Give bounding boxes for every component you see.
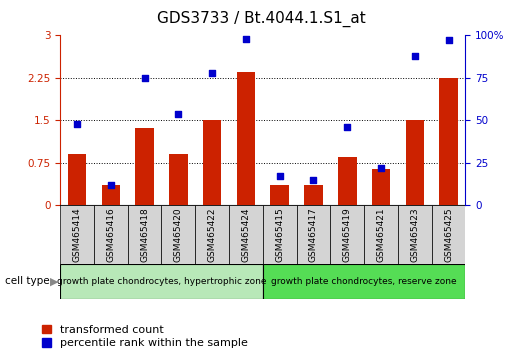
Point [208,70,217,76]
Bar [68,154,86,205]
Text: GSM465423: GSM465423 [411,207,419,262]
Bar [439,78,458,205]
Text: GSM465416: GSM465416 [106,207,115,262]
Text: GSM465420: GSM465420 [174,207,183,262]
Text: GSM465417: GSM465417 [309,207,318,262]
Bar [372,169,390,205]
FancyBboxPatch shape [229,205,263,264]
FancyBboxPatch shape [364,205,398,264]
Point [309,177,317,183]
FancyBboxPatch shape [60,264,263,299]
Bar [169,154,188,205]
FancyBboxPatch shape [431,205,465,264]
Text: GSM465415: GSM465415 [275,207,284,262]
Bar [236,72,255,205]
Point [343,124,351,130]
Bar [203,120,221,205]
Bar [270,185,289,205]
Point [276,173,284,179]
Text: ▶: ▶ [50,276,59,286]
Text: GSM465419: GSM465419 [343,207,352,262]
Point [174,111,183,116]
Text: GSM465414: GSM465414 [73,207,82,262]
Point [445,38,453,43]
Point [377,165,385,171]
Text: GSM465422: GSM465422 [208,207,217,262]
Point [411,53,419,59]
FancyBboxPatch shape [398,205,431,264]
Text: GSM465425: GSM465425 [444,207,453,262]
Bar [135,128,154,205]
Bar [405,120,424,205]
Text: growth plate chondrocytes, hypertrophic zone: growth plate chondrocytes, hypertrophic … [56,277,266,286]
FancyBboxPatch shape [162,205,195,264]
Text: GSM465418: GSM465418 [140,207,149,262]
Point [242,36,250,42]
FancyBboxPatch shape [94,205,128,264]
FancyBboxPatch shape [331,205,364,264]
Legend: transformed count, percentile rank within the sample: transformed count, percentile rank withi… [42,325,248,348]
FancyBboxPatch shape [128,205,162,264]
Text: cell type: cell type [5,276,50,286]
FancyBboxPatch shape [263,264,465,299]
Point [73,121,81,127]
Bar [338,157,357,205]
Bar [101,185,120,205]
Bar [304,185,323,205]
FancyBboxPatch shape [195,205,229,264]
Point [107,182,115,188]
FancyBboxPatch shape [263,205,297,264]
Text: growth plate chondrocytes, reserve zone: growth plate chondrocytes, reserve zone [271,277,457,286]
Point [140,75,149,81]
Text: GSM465424: GSM465424 [242,207,251,262]
FancyBboxPatch shape [297,205,331,264]
Text: GDS3733 / Bt.4044.1.S1_at: GDS3733 / Bt.4044.1.S1_at [157,11,366,27]
FancyBboxPatch shape [60,205,94,264]
Text: GSM465421: GSM465421 [377,207,385,262]
